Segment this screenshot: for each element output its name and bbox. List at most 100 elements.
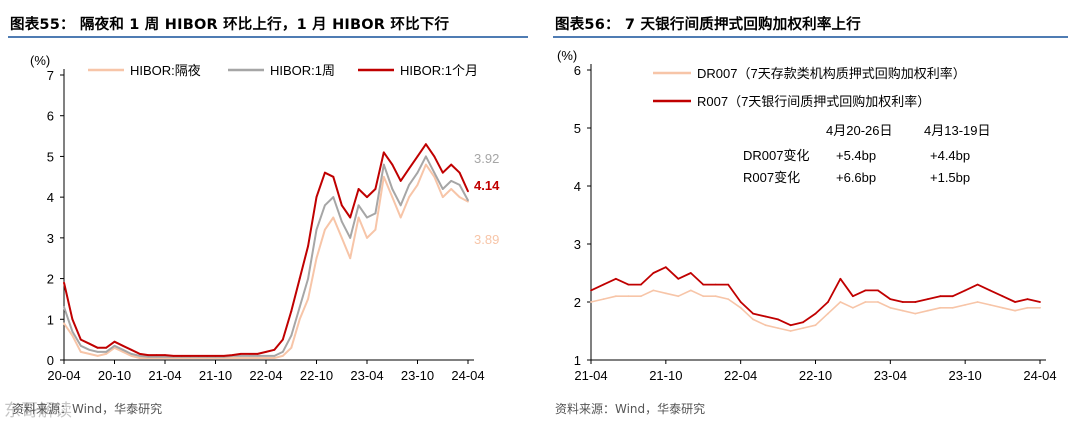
data-point xyxy=(1039,301,1041,303)
data-point xyxy=(113,344,116,347)
data-point xyxy=(197,355,200,357)
data-point xyxy=(1014,309,1016,312)
data-point xyxy=(914,301,917,303)
series-line-1 xyxy=(63,163,469,359)
data-point xyxy=(467,190,469,193)
data-point xyxy=(71,334,74,337)
data-point xyxy=(138,353,141,355)
data-point xyxy=(374,188,377,190)
data-point xyxy=(1001,306,1004,309)
data-point xyxy=(298,306,301,308)
data-point xyxy=(324,171,326,174)
data-point xyxy=(450,180,453,182)
data-point xyxy=(374,212,377,215)
x-tick-label: 24-04 xyxy=(1023,368,1056,383)
series-line-3 xyxy=(63,143,469,357)
data-point xyxy=(814,324,817,327)
data-point xyxy=(441,171,444,174)
data-point xyxy=(408,196,410,199)
data-point xyxy=(315,228,318,231)
data-point xyxy=(814,312,817,315)
data-point xyxy=(677,277,680,280)
legend-label: HIBOR:1个月 xyxy=(400,63,478,78)
data-point xyxy=(727,283,730,286)
title-rule xyxy=(8,36,528,38)
data-point xyxy=(189,355,192,357)
series-line-2 xyxy=(590,266,1041,327)
data-point xyxy=(467,199,469,202)
data-point xyxy=(764,324,767,327)
data-point xyxy=(615,277,617,280)
data-point xyxy=(1026,306,1029,309)
data-point xyxy=(63,306,65,308)
data-point xyxy=(976,301,979,303)
data-point xyxy=(702,295,705,298)
data-point xyxy=(71,318,74,321)
end-label: 4.14 xyxy=(474,178,500,193)
data-point xyxy=(590,289,592,292)
end-label: 3.89 xyxy=(474,232,499,247)
data-point xyxy=(164,355,166,358)
data-point xyxy=(265,351,267,353)
annotation-header: 4月13-19日 xyxy=(924,123,990,138)
data-point xyxy=(777,327,779,329)
data-point xyxy=(273,348,276,351)
data-point xyxy=(416,171,419,174)
series-line-2 xyxy=(63,155,469,358)
data-point xyxy=(366,216,368,219)
data-point xyxy=(714,283,717,286)
hibor-chart: (%) 0 1 2 3 4 5 6 7 20-04 20-10 21-04 21-10 22-04 22-1… xyxy=(30,53,500,383)
data-point xyxy=(105,353,107,355)
data-point xyxy=(357,204,360,207)
data-point xyxy=(877,289,879,292)
data-point xyxy=(349,257,352,260)
y-tick-label: 5 xyxy=(574,121,581,136)
data-point xyxy=(122,351,124,353)
data-point xyxy=(689,289,692,292)
data-point xyxy=(248,353,251,355)
y-tick-label: 7 xyxy=(47,68,54,83)
data-point xyxy=(79,338,82,341)
data-point xyxy=(248,355,251,357)
data-point xyxy=(130,353,133,355)
x-tick-label: 21-04 xyxy=(148,368,181,383)
data-point xyxy=(640,283,642,286)
data-point xyxy=(1014,301,1016,303)
data-point xyxy=(425,143,427,146)
right-panel: 图表56： 7 天银行间质押式回购加权利率上行 (%) 1 2 3 4 5 6 21-04 21… xyxy=(545,0,1080,425)
data-point xyxy=(789,324,792,327)
data-point xyxy=(147,354,150,356)
data-point xyxy=(324,204,326,207)
x-tick-label: 22-04 xyxy=(249,368,282,383)
data-point xyxy=(433,171,436,174)
data-point xyxy=(172,355,175,357)
title-rule xyxy=(553,36,1068,38)
x-tick-label: 22-04 xyxy=(724,368,757,383)
data-point xyxy=(281,355,284,357)
data-point xyxy=(96,351,99,353)
data-point xyxy=(113,340,116,343)
data-point xyxy=(349,216,352,219)
annotation-row-label: DR007变化 xyxy=(743,148,809,163)
data-point xyxy=(71,330,74,333)
y-tick-label: 4 xyxy=(574,179,581,194)
y-tick-label: 5 xyxy=(47,149,54,164)
y-tick-label: 6 xyxy=(47,109,54,124)
data-point xyxy=(290,310,293,312)
data-point xyxy=(138,357,141,359)
data-point xyxy=(248,357,251,359)
data-point xyxy=(1026,298,1029,300)
data-point xyxy=(382,163,385,166)
annotation-row-label: R007变化 xyxy=(743,170,800,185)
data-point xyxy=(752,312,754,315)
data-point xyxy=(714,295,717,298)
data-point xyxy=(130,355,133,357)
data-point xyxy=(138,355,141,357)
y-tick-label: 1 xyxy=(574,353,581,368)
data-point xyxy=(63,322,65,325)
repo-rate-chart: (%) 1 2 3 4 5 6 21-04 21-10 22-04 22-10 23-04 23-10 2… xyxy=(557,48,1057,383)
data-point xyxy=(96,346,99,349)
data-point xyxy=(281,351,284,353)
y-tick-label: 3 xyxy=(47,231,54,246)
data-point xyxy=(382,175,385,178)
